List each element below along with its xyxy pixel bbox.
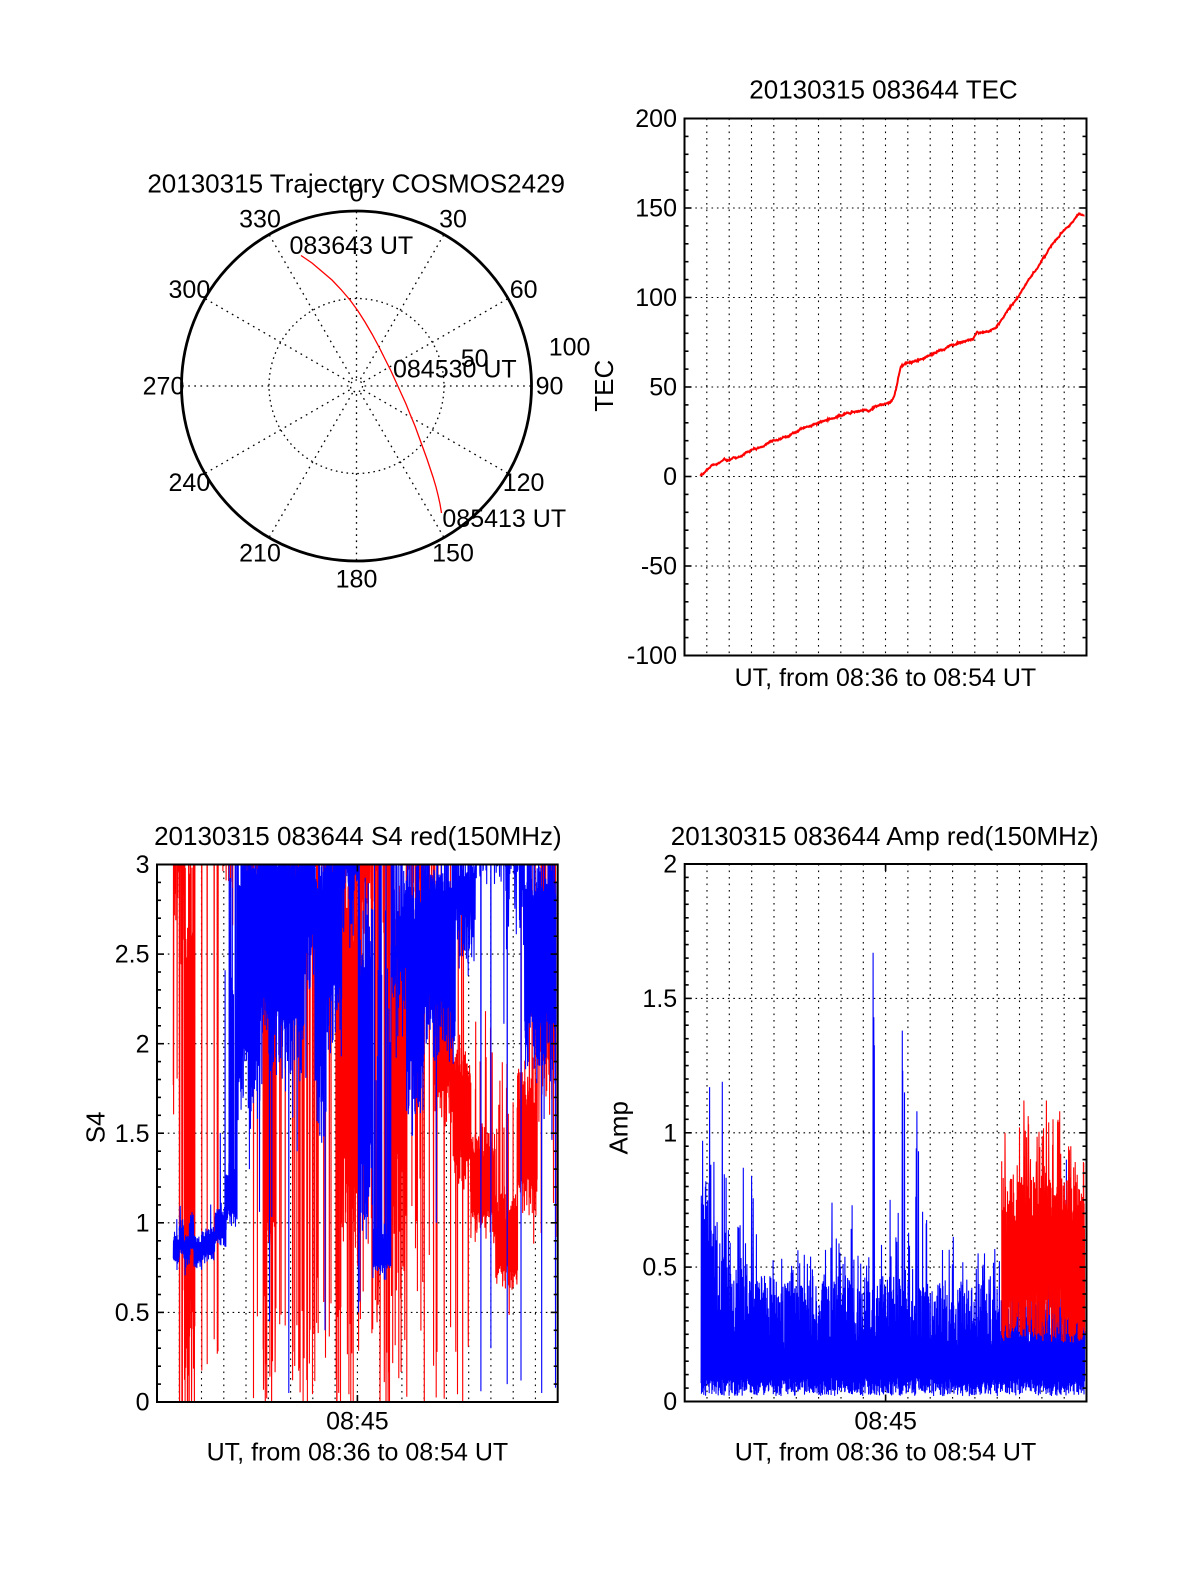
svg-text:180: 180 [336, 566, 378, 594]
svg-text:60: 60 [510, 276, 538, 304]
svg-text:3: 3 [136, 851, 150, 879]
svg-text:150: 150 [432, 540, 474, 568]
svg-text:0: 0 [663, 1388, 677, 1416]
svg-text:20130315 083644 TEC: 20130315 083644 TEC [749, 75, 1017, 105]
svg-text:200: 200 [635, 105, 677, 133]
svg-text:2: 2 [136, 1030, 150, 1058]
svg-text:90: 90 [536, 373, 564, 401]
svg-text:083643 UT: 083643 UT [290, 232, 414, 260]
svg-text:08:45: 08:45 [854, 1408, 917, 1436]
svg-text:0.5: 0.5 [115, 1299, 150, 1327]
svg-text:300: 300 [169, 276, 211, 304]
svg-text:0: 0 [136, 1389, 150, 1417]
svg-text:50: 50 [461, 345, 489, 373]
svg-text:150: 150 [635, 195, 677, 223]
svg-text:0: 0 [663, 463, 677, 491]
svg-text:-50: -50 [641, 553, 677, 581]
svg-text:Amp: Amp [603, 1101, 633, 1154]
svg-text:S4: S4 [81, 1111, 111, 1143]
svg-text:270: 270 [143, 373, 185, 401]
svg-text:0: 0 [350, 180, 364, 208]
svg-text:08:45: 08:45 [326, 1408, 389, 1436]
svg-text:0.5: 0.5 [642, 1254, 677, 1282]
svg-text:210: 210 [239, 540, 281, 568]
svg-text:1: 1 [136, 1209, 150, 1237]
svg-text:1.5: 1.5 [642, 985, 677, 1013]
svg-text:-100: -100 [627, 642, 677, 670]
svg-text:084530 UT: 084530 UT [393, 355, 517, 383]
svg-text:085413 UT: 085413 UT [442, 505, 566, 533]
svg-text:2: 2 [663, 851, 677, 879]
svg-text:1: 1 [663, 1119, 677, 1147]
svg-text:2.5: 2.5 [115, 941, 150, 969]
svg-text:50: 50 [649, 374, 677, 402]
svg-text:TEC: TEC [589, 360, 619, 412]
svg-text:330: 330 [239, 206, 281, 234]
svg-text:30: 30 [439, 206, 467, 234]
svg-text:20130315 083644 Amp red(150MHz: 20130315 083644 Amp red(150MHz) [671, 821, 1099, 851]
svg-text:100: 100 [549, 334, 591, 362]
svg-text:20130315 083644 S4 red(150MHz): 20130315 083644 S4 red(150MHz) [154, 821, 562, 851]
svg-text:UT, from 08:36 to 08:54 UT: UT, from 08:36 to 08:54 UT [207, 1439, 509, 1467]
svg-text:1.5: 1.5 [115, 1120, 150, 1148]
svg-text:240: 240 [169, 469, 211, 497]
svg-text:UT, from 08:36 to 08:54 UT: UT, from 08:36 to 08:54 UT [735, 664, 1037, 692]
svg-text:20130315 Trajectory COSMOS2429: 20130315 Trajectory COSMOS2429 [147, 169, 565, 199]
svg-text:100: 100 [635, 284, 677, 312]
svg-text:120: 120 [503, 469, 545, 497]
svg-text:UT, from 08:36 to 08:54 UT: UT, from 08:36 to 08:54 UT [735, 1439, 1037, 1467]
